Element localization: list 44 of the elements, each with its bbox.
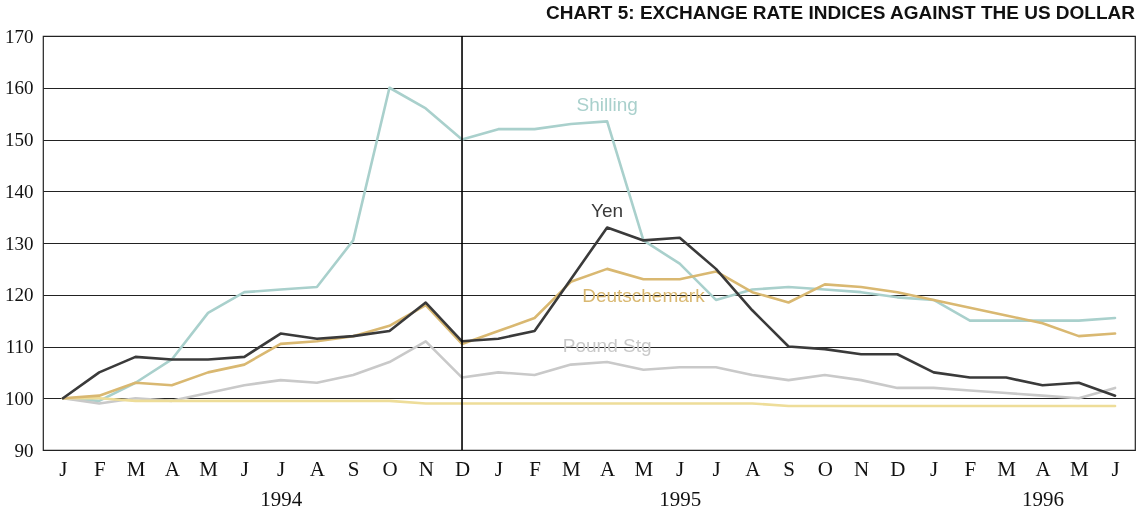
line-series (61, 226, 1117, 400)
y-tick-label: 160 (5, 77, 34, 99)
y-tick-label: 120 (5, 284, 34, 306)
x-tick-label: J 1994 (260, 456, 303, 511)
x-tick-label: J (1111, 456, 1120, 481)
x-tick-label: J (240, 456, 249, 481)
x-tick-label: J (712, 456, 721, 481)
x-tick-label: F (93, 456, 106, 481)
x-tick-label: F (964, 456, 977, 481)
x-tick-label: J 1995 (659, 456, 702, 511)
x-tick-label: M (1069, 456, 1089, 481)
x-tick-label: S (783, 456, 795, 481)
x-tick-label: J (59, 456, 68, 481)
y-tick-label: 110 (5, 336, 34, 357)
x-tick-label: F (529, 456, 541, 481)
x-tick-label: A (164, 456, 181, 481)
series-label: Yen (591, 200, 624, 222)
x-tick-label: A (309, 456, 326, 481)
y-tick-label: 90 (14, 439, 34, 461)
x-tick-label: N (418, 456, 434, 481)
x-tick-label: J (930, 456, 939, 481)
x-tick-label: A (600, 456, 617, 481)
x-tick-label: D (890, 456, 906, 481)
chart-title: CHART 5: EXCHANGE RATE INDICES AGAINST THE US DOLLAR (545, 2, 1136, 23)
x-tick-label: N (854, 456, 870, 481)
x-tick-label: O (382, 456, 398, 481)
y-tick-label: 140 (5, 180, 34, 202)
x-tick-label: M (997, 456, 1017, 481)
y-tick-label: 150 (5, 129, 34, 150)
y-tick-label: 100 (5, 387, 34, 409)
x-tick-label: M (199, 456, 219, 481)
x-tick-label: A 1996 (1021, 456, 1064, 511)
series-label: Shilling (576, 94, 638, 116)
x-tick-label: S (347, 456, 360, 481)
x-tick-label: M (634, 456, 654, 481)
x-tick-label: A (745, 456, 762, 481)
x-tick-label: M (126, 456, 146, 481)
line-series (61, 396, 1117, 408)
x-tick-label: J (494, 456, 503, 481)
x-tick-label: D (454, 456, 471, 481)
y-tick-label: 170 (5, 25, 34, 47)
y-tick-label: 130 (5, 232, 34, 254)
x-tick-label: O (817, 456, 833, 481)
x-tick-label: M (562, 456, 582, 481)
